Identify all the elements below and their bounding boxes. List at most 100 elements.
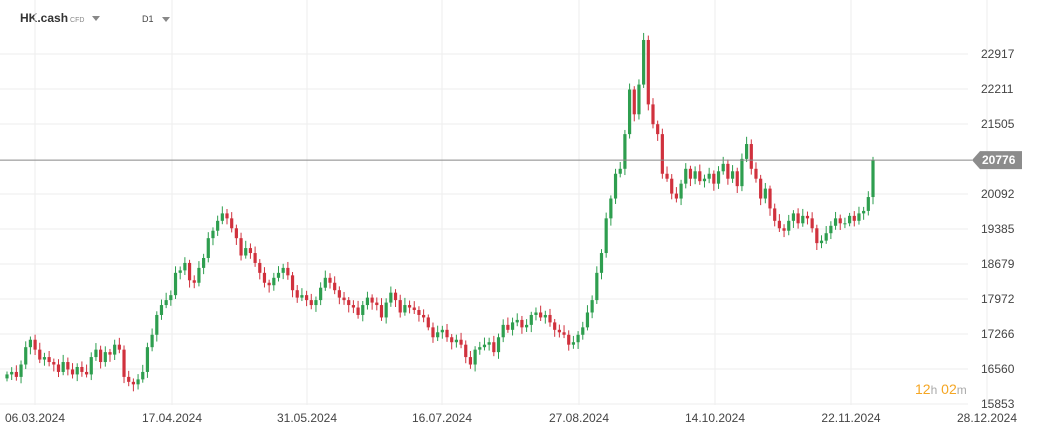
candle xyxy=(136,374,140,390)
countdown-minutes: 02 xyxy=(941,381,957,397)
candle xyxy=(5,371,9,382)
candle xyxy=(520,315,524,334)
y-tick-label: 19385 xyxy=(981,222,1015,236)
candle xyxy=(637,79,641,120)
candle xyxy=(66,357,70,376)
candle xyxy=(272,272,276,291)
candle xyxy=(426,314,430,331)
candle xyxy=(24,341,28,370)
candle xyxy=(847,212,852,227)
candle xyxy=(47,350,51,367)
candle xyxy=(304,290,309,307)
candle xyxy=(632,86,636,122)
y-tick-label: 16560 xyxy=(981,362,1015,376)
candle xyxy=(197,261,201,287)
candle xyxy=(604,212,608,258)
candle xyxy=(122,345,126,384)
candle xyxy=(347,297,351,313)
y-tick-label: 18679 xyxy=(981,257,1015,271)
candle xyxy=(801,208,805,227)
candle xyxy=(234,224,238,245)
x-tick-label: 06.03.2024 xyxy=(5,411,65,425)
y-tick-label: 21505 xyxy=(981,117,1015,131)
candle xyxy=(10,367,14,381)
chevron-down-icon[interactable] xyxy=(161,17,170,23)
candle xyxy=(759,174,763,206)
candle xyxy=(300,288,304,302)
candle xyxy=(482,337,487,351)
countdown-minutes-unit: m xyxy=(956,383,967,397)
candle xyxy=(450,334,454,350)
candle xyxy=(164,292,168,309)
candle xyxy=(108,348,112,362)
candle xyxy=(539,305,543,322)
candle xyxy=(407,300,412,314)
candle xyxy=(333,276,337,295)
timeframe-selector[interactable]: D1 xyxy=(142,14,170,24)
candle xyxy=(75,363,79,382)
candle xyxy=(740,153,744,192)
candle xyxy=(777,214,781,232)
last-price-tag xyxy=(972,151,1022,170)
candle xyxy=(684,163,688,189)
x-tick-label: 17.04.2024 xyxy=(142,411,202,425)
candle xyxy=(286,261,290,280)
candle xyxy=(169,290,173,306)
candle xyxy=(609,195,613,226)
candle xyxy=(183,257,187,276)
symbol-type: CFD xyxy=(70,17,85,24)
candle xyxy=(515,313,519,327)
candle xyxy=(248,243,253,259)
candle xyxy=(131,378,135,392)
candle xyxy=(852,211,856,227)
candle xyxy=(393,289,398,307)
candle xyxy=(356,300,360,319)
countdown-hours-unit: h xyxy=(930,383,938,397)
candle xyxy=(665,166,669,182)
candle xyxy=(773,203,777,227)
candle xyxy=(670,174,674,200)
candle xyxy=(787,214,791,236)
x-tick-label: 28.12.2024 xyxy=(957,411,1017,425)
y-tick-label: 17972 xyxy=(981,292,1015,306)
candle xyxy=(150,328,154,352)
candle xyxy=(698,164,702,185)
candle xyxy=(211,227,215,246)
candle xyxy=(267,279,271,293)
symbol-selector[interactable]: HK.cash CFD xyxy=(20,11,101,25)
candle xyxy=(642,32,646,88)
candle xyxy=(478,341,482,355)
candle xyxy=(454,334,458,348)
y-tick-label: 15853 xyxy=(981,397,1015,411)
candle-countdown: 12h 02m xyxy=(915,381,967,397)
x-tick-label: 27.08.2024 xyxy=(549,411,609,425)
candle xyxy=(585,305,590,331)
candle xyxy=(590,295,594,319)
candle xyxy=(253,246,257,267)
candle xyxy=(52,358,56,372)
candle xyxy=(543,310,547,324)
candle xyxy=(113,339,117,361)
candle xyxy=(365,291,370,310)
candle xyxy=(819,235,824,249)
candle xyxy=(693,166,697,185)
candle xyxy=(651,98,655,129)
candle xyxy=(623,129,627,176)
candle xyxy=(763,182,767,204)
candle xyxy=(38,342,42,364)
candle xyxy=(379,298,384,321)
candle xyxy=(595,266,599,304)
candle xyxy=(258,259,262,280)
candle xyxy=(862,206,866,220)
candle xyxy=(94,343,98,361)
candle xyxy=(627,83,632,139)
candle xyxy=(56,359,61,378)
candle xyxy=(712,170,716,191)
candle xyxy=(440,325,444,339)
chevron-down-icon[interactable] xyxy=(92,16,101,22)
candle xyxy=(14,365,18,381)
candle xyxy=(810,212,814,233)
candle xyxy=(459,332,463,349)
candle xyxy=(688,165,693,187)
